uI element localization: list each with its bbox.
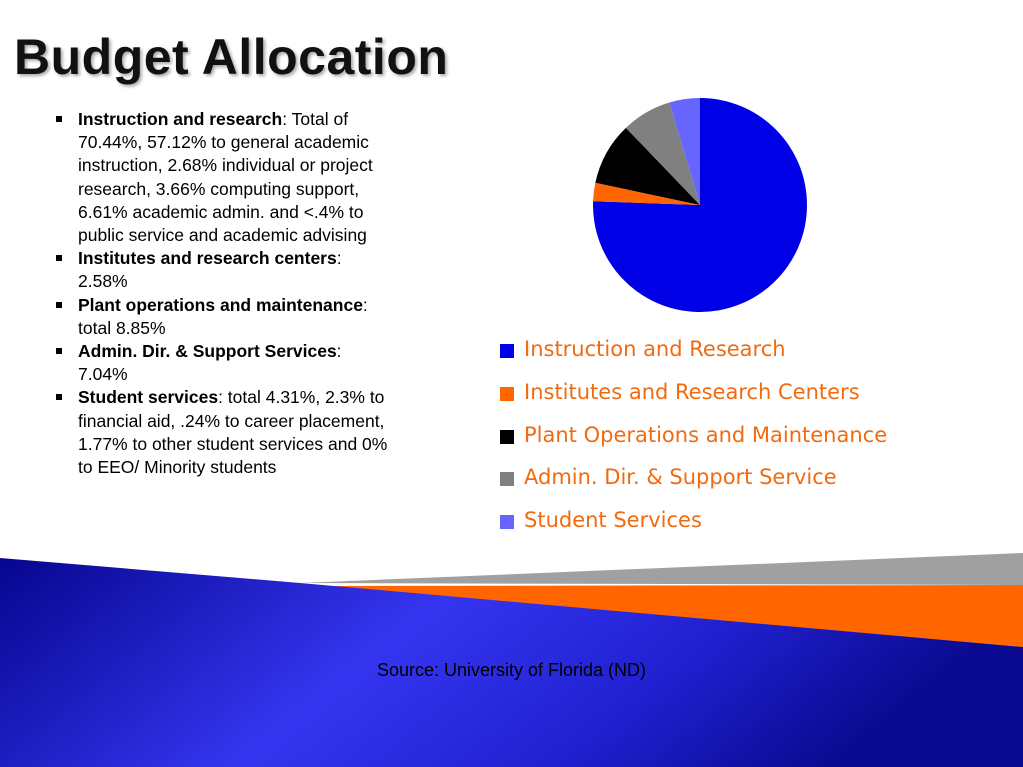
bullet-item: Admin. Dir. & Support Services: 7.04% <box>56 340 391 386</box>
legend-item: Instruction and Research <box>500 328 887 371</box>
source-citation: Source: University of Florida (ND) <box>376 660 647 680</box>
bullet-text: : total 8.85% <box>78 294 368 338</box>
pie-slice-institutes-and-research-centers <box>593 182 700 205</box>
bullet-list: Instruction and research: Total of 70.44… <box>56 108 391 479</box>
legend-swatch <box>500 472 514 487</box>
bullet-item: Institutes and research centers: 2.58% <box>56 247 391 293</box>
bullet-item: Plant operations and maintenance: total … <box>56 294 391 340</box>
bullet-heading: Institutes and research centers <box>78 248 337 269</box>
legend-label: Instruction and Research <box>524 337 786 362</box>
pie-chart <box>593 98 807 312</box>
legend-item: Student Services <box>500 499 887 542</box>
legend-swatch <box>500 515 514 530</box>
legend-label: Institutes and Research Centers <box>524 380 860 405</box>
legend-item: Admin. Dir. & Support Service <box>500 456 887 499</box>
legend-swatch <box>500 344 514 359</box>
legend-label: Admin. Dir. & Support Service <box>524 465 837 490</box>
chart-legend: Instruction and Research Institutes and R… <box>500 328 887 541</box>
bullet-item: Instruction and research: Total of 70.44… <box>56 108 391 247</box>
legend-label: Plant Operations and Maintenance <box>524 422 888 447</box>
gray-band <box>300 553 1023 585</box>
pie-slice-plant-operations-and-maintenance <box>595 127 700 205</box>
slide-title: Budget Allocation <box>14 29 449 85</box>
pie-slice-student-services <box>669 98 700 205</box>
bullet-heading: Admin. Dir. & Support Services <box>78 341 337 362</box>
legend-swatch <box>500 387 514 402</box>
bullet-text: : 7.04% <box>78 341 342 385</box>
bullet-heading: Plant operations and maintenance <box>78 294 363 315</box>
legend-item: Institutes and Research Centers <box>500 371 887 414</box>
legend-item: Plant Operations and Maintenance <box>500 413 887 456</box>
bullet-text: : 2.58% <box>78 248 342 292</box>
bullet-text: : total 4.31%, 2.3% to financial aid, .2… <box>78 387 388 478</box>
bullet-item: Student services: total 4.31%, 2.3% to f… <box>56 386 391 479</box>
legend-label: Student Services <box>524 508 702 533</box>
blue-band <box>0 558 1023 767</box>
bullet-heading: Student services <box>78 387 219 408</box>
pie-slice-admin-dir-support-service <box>625 102 700 205</box>
bullet-text: : Total of 70.44%, 57.12% to general aca… <box>78 109 373 246</box>
legend-swatch <box>500 429 514 444</box>
bullet-heading: Instruction and research <box>78 109 283 129</box>
